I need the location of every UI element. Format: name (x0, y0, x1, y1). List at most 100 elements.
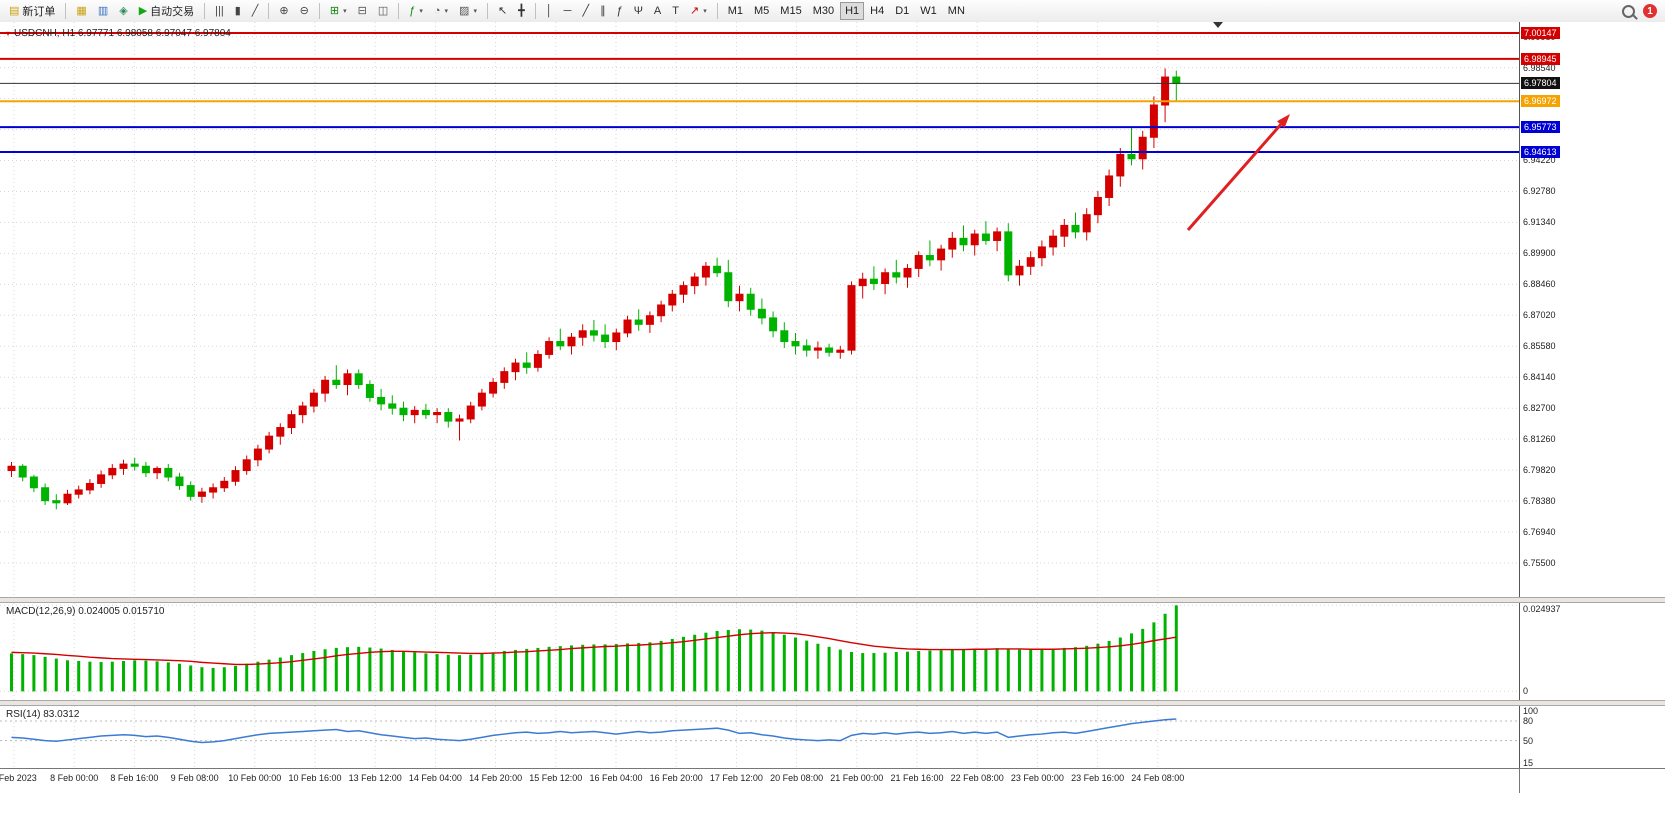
price-level-badge: 7.00147 (1521, 27, 1560, 40)
toolbar: ▤ 新订单 ▦ ▥ ◈ ▶ 自动交易 ||| ▮ ╱ ⊕ ⊖ ⊞ ▾ ⊟ ◫ ƒ ▾ ◔ ▾ ▨ ▾ ↖ ╋ │ ─ ╱ ∥ ƒ Ψ A T ↗… (0, 0, 1665, 23)
price-axis-label: 6.78380 (1523, 496, 1556, 507)
macd-panel[interactable]: MACD(12,26,9) 0.024005 0.015710 (0, 603, 1520, 700)
text-label-button[interactable]: T (667, 2, 684, 20)
insert-indicator-button[interactable]: ƒ ▾ (404, 2, 428, 20)
price-level-badge: 6.97804 (1521, 77, 1560, 90)
search-icon[interactable] (1622, 4, 1635, 18)
trendline-icon: ╱ (582, 4, 590, 17)
autotrade-button[interactable]: ▶ 自动交易 (134, 2, 199, 20)
time-axis-label: 23 Feb 00:00 (1010, 773, 1064, 783)
pitchfork-button[interactable]: Ψ (629, 2, 648, 20)
time-axis-label: 17 Feb 12:00 (709, 773, 763, 783)
insert-indicator-dropdown-caret: ▾ (419, 8, 423, 15)
toolbar-separator (486, 3, 488, 19)
price-axis-label: 6.85580 (1523, 341, 1556, 352)
notification-badge[interactable]: 1 (1643, 4, 1657, 18)
price-axis-label: 6.81260 (1523, 434, 1556, 445)
toolbar-separator (318, 3, 320, 19)
macd-label: MACD(12,26,9) 0.024005 0.015710 (6, 606, 165, 617)
timeframe-mn-label: MN (947, 5, 965, 17)
panel-separator[interactable] (0, 700, 1665, 706)
time-axis-label: 21 Feb 16:00 (890, 773, 944, 783)
macd-axis-label: 0 (1523, 686, 1529, 697)
cursor-button[interactable]: ↖ (493, 2, 512, 20)
time-axis-label: 8 Feb 00:00 (50, 773, 99, 783)
vertical-line-button[interactable]: │ (541, 2, 558, 20)
data-window-button[interactable]: ▥ (93, 2, 113, 20)
time-axis[interactable]: 7 Feb 2023 8 Feb 00:00 8 Feb 16:00 9 Feb 08… (0, 769, 1520, 793)
line-chart-icon: ╱ (251, 4, 259, 17)
timeframe-h4-button[interactable]: H4 (865, 2, 889, 20)
equidistant-channel-button[interactable]: ∥ (595, 2, 611, 20)
bar-chart-button[interactable]: ||| (210, 2, 229, 20)
period-clock-button[interactable]: ◔ ▾ (429, 2, 453, 20)
timeframe-h1-button[interactable]: H1 (840, 2, 865, 20)
line-chart-button[interactable]: ╱ (247, 2, 264, 20)
rsi-panel[interactable]: RSI(14) 83.0312 (0, 706, 1520, 768)
text-icon: A (653, 4, 662, 17)
panel-separator[interactable] (0, 597, 1665, 603)
price-level-badge: 6.94613 (1521, 146, 1560, 159)
time-axis-label: 7 Feb 2023 (0, 773, 37, 783)
timeframe-m5-label: M5 (754, 5, 770, 17)
timeframe-m15-button[interactable]: M15 (775, 2, 806, 20)
right-filler (1571, 603, 1665, 700)
timeframe-m30-label: M30 (812, 5, 835, 17)
timeframe-m30-button[interactable]: M30 (808, 2, 839, 20)
zoom-out-button[interactable]: ⊖ (295, 2, 314, 20)
tile-windows-button[interactable]: ⊟ (353, 2, 372, 20)
zoom-out-icon: ⊖ (299, 4, 309, 17)
rsi-chart (0, 706, 1519, 768)
right-filler (1571, 769, 1665, 793)
navigator-button[interactable]: ◈ (114, 2, 132, 20)
time-axis-label: 14 Feb 20:00 (469, 773, 523, 783)
rsi-scale[interactable]: 100 80 50 15 (1520, 706, 1571, 768)
trendline-button[interactable]: ╱ (577, 2, 594, 20)
autotrade-icon: ▶ (138, 4, 148, 17)
time-axis-label: 22 Feb 08:00 (950, 773, 1004, 783)
price-axis-label: 6.75500 (1523, 558, 1556, 569)
price-scale[interactable]: 6.999806.985406.971006.956606.942206.927… (1520, 22, 1571, 597)
price-axis-label: 6.98540 (1523, 62, 1556, 73)
macd-scale[interactable]: 0.024937 0 (1520, 603, 1571, 700)
new-chart-button[interactable]: ⊞ ▾ (325, 2, 352, 20)
price-axis-label: 6.92780 (1523, 186, 1556, 197)
new-order-label: 新订单 (22, 6, 56, 18)
chart-shift-marker[interactable] (1213, 22, 1223, 28)
main-chart-panel[interactable]: ▾ USDCNH, H1 6.97771 6.98058 6.97047 6.9… (0, 22, 1520, 597)
chart-template-button[interactable]: ▨ ▾ (454, 2, 482, 20)
horizontal-line-button[interactable]: ─ (559, 2, 577, 20)
cascade-windows-icon: ◫ (377, 4, 389, 17)
text-button[interactable]: A (649, 2, 666, 20)
rsi-label: RSI(14) 83.0312 (6, 709, 80, 720)
new-order-button[interactable]: ▤ 新订单 (4, 2, 60, 20)
cascade-windows-button[interactable]: ◫ (373, 2, 393, 20)
time-axis-label: 10 Feb 16:00 (288, 773, 342, 783)
zoom-in-button[interactable]: ⊕ (274, 2, 293, 20)
shapes-button[interactable]: ↗ ▾ (685, 2, 712, 20)
fibonacci-button[interactable]: ƒ (612, 2, 628, 20)
time-axis-label: 10 Feb 00:00 (228, 773, 282, 783)
timeframe-w1-button[interactable]: W1 (915, 2, 942, 20)
period-clock-icon: ◔ (433, 4, 441, 17)
price-axis-label: 6.91340 (1523, 217, 1556, 228)
timeframe-d1-label: D1 (895, 5, 910, 17)
time-axis-label: 24 Feb 08:00 (1131, 773, 1185, 783)
symbol-icon: ▾ (6, 29, 11, 38)
timeframe-m1-button[interactable]: M1 (723, 2, 748, 20)
toolbar-separator (398, 3, 400, 19)
right-filler (1571, 22, 1665, 597)
candlestick-chart-button[interactable]: ▮ (230, 2, 246, 20)
price-level-badge: 6.96972 (1521, 95, 1560, 108)
horizontal-line-icon: ─ (563, 4, 572, 17)
price-axis-label: 6.82700 (1523, 403, 1556, 414)
market-watch-button[interactable]: ▦ (71, 2, 91, 20)
timeframe-d1-button[interactable]: D1 (890, 2, 914, 20)
crosshair-button[interactable]: ╋ (513, 2, 530, 20)
timeframe-m15-label: M15 (780, 5, 802, 17)
timeframe-mn-button[interactable]: MN (943, 2, 970, 20)
timeframe-m5-button[interactable]: M5 (749, 2, 774, 20)
price-axis-label: 6.87020 (1523, 310, 1556, 321)
trend-arrow[interactable] (1186, 123, 1282, 231)
